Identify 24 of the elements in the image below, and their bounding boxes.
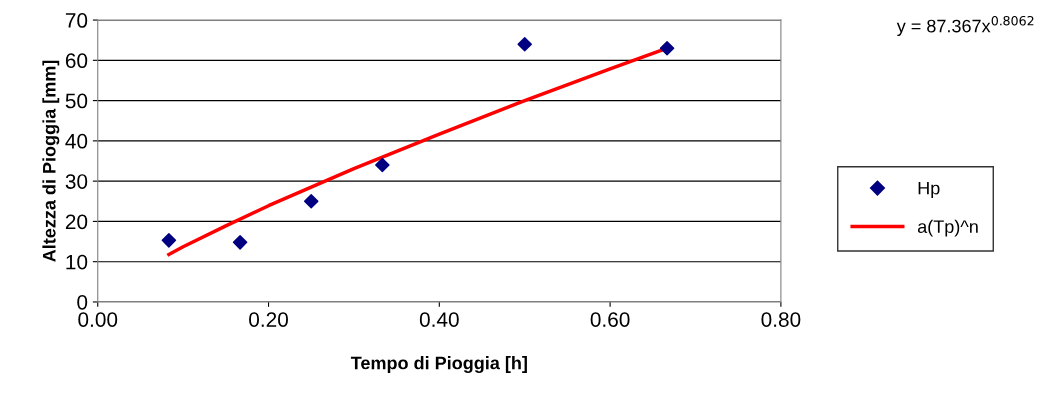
y-tick-label: 50 bbox=[65, 93, 88, 109]
x-tick-label: 0.40 bbox=[419, 312, 459, 327]
point bbox=[375, 157, 390, 173]
y-axis-title: Altezza di Pioggia [mm] bbox=[42, 60, 60, 262]
y-tick-label: 0 bbox=[77, 294, 88, 310]
x-tick-label: 0.80 bbox=[761, 312, 801, 327]
point bbox=[659, 40, 675, 56]
y-tick-label: 20 bbox=[65, 214, 88, 230]
y-tick-label: 40 bbox=[65, 133, 88, 149]
point bbox=[517, 36, 532, 52]
legend-label: a(Tp)^n bbox=[917, 219, 978, 237]
text: y = 87.367x$^{0.8062}$ bbox=[896, 15, 1034, 36]
x-tick-label: 0.60 bbox=[590, 312, 630, 327]
point bbox=[232, 235, 248, 250]
y-tick-label: 30 bbox=[65, 174, 88, 189]
y-tick-label: 60 bbox=[65, 53, 88, 69]
y-tick-label: 70 bbox=[65, 13, 88, 28]
x-tick-label: 0.20 bbox=[249, 312, 288, 327]
legend-label: Hp bbox=[918, 181, 940, 199]
x-tick-label: 0.00 bbox=[78, 312, 118, 327]
x-axis-title: Tempo di Pioggia [h] bbox=[350, 356, 527, 374]
point bbox=[303, 193, 319, 209]
point bbox=[161, 233, 177, 248]
y-tick-label: 10 bbox=[66, 254, 88, 270]
